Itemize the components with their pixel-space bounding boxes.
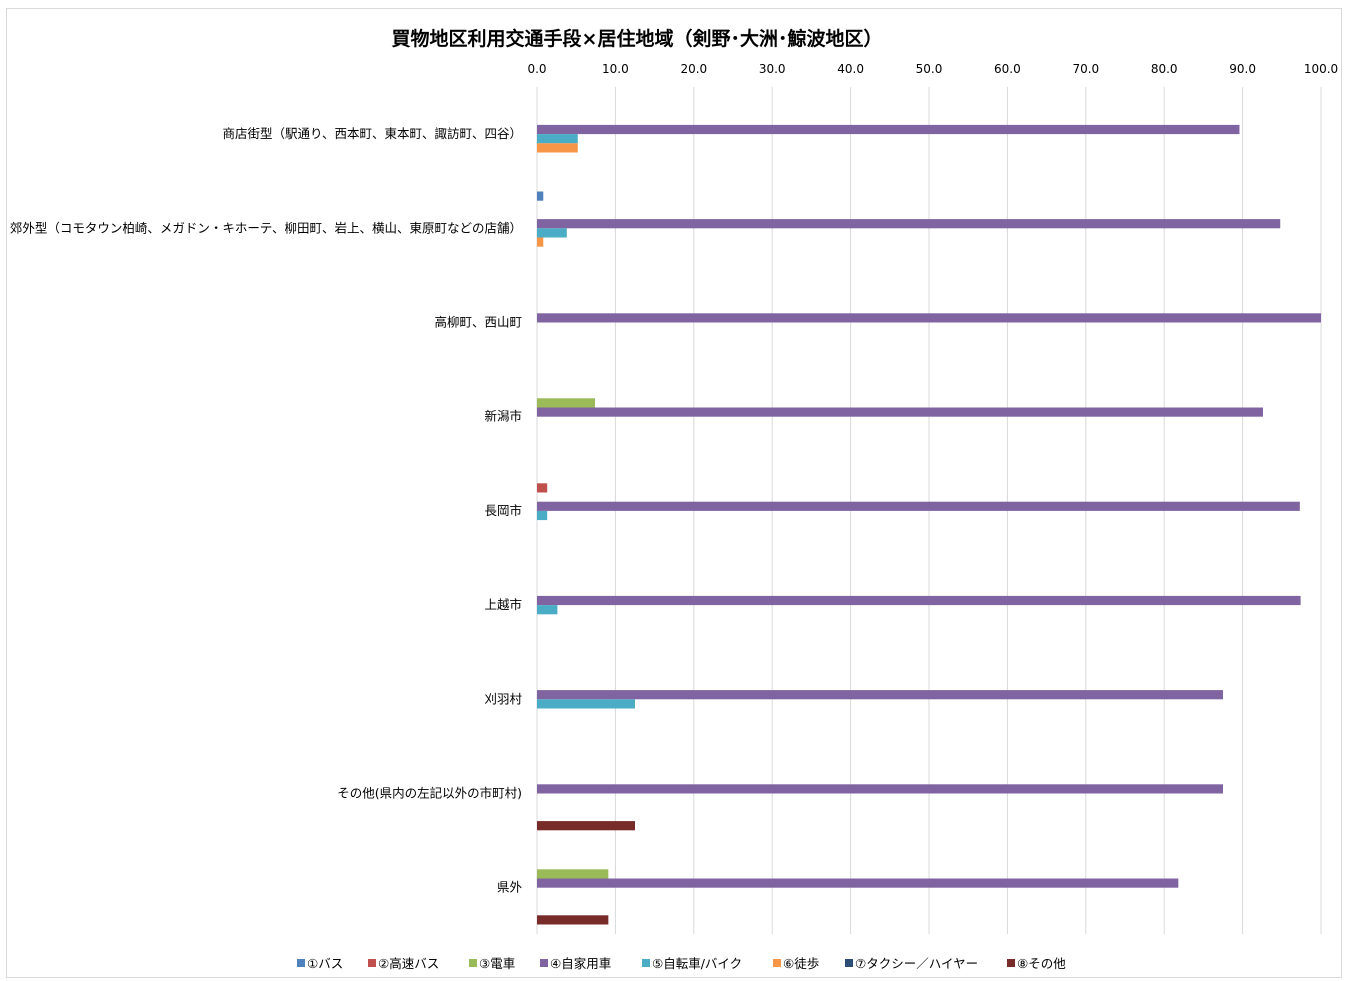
category-label: 県外 [497, 880, 523, 895]
bar [537, 134, 578, 144]
legend-swatch [773, 959, 781, 967]
x-tick-label: 100.0 [1304, 62, 1338, 76]
chart-frame [6, 8, 1342, 978]
category-label: 長岡市 [484, 503, 522, 518]
chart-title: 買物地区利用交通手段×居住地域（剣野･大洲･鯨波地区） [392, 27, 883, 50]
category-label: 上越市 [484, 597, 522, 612]
legend-label: ⑥徒歩 [783, 956, 819, 971]
bar [537, 915, 609, 925]
legend-label: ③電車 [479, 956, 515, 971]
legend-swatch [469, 959, 477, 967]
x-tick-label: 60.0 [994, 62, 1021, 76]
bar [537, 510, 548, 521]
legend-label: ⑦タクシー／ハイヤー [855, 956, 978, 971]
bar [537, 595, 1301, 606]
category-label: 新潟市 [484, 409, 522, 424]
bar [537, 501, 1300, 511]
bar [537, 219, 1281, 229]
legend-label: ①バス [307, 956, 343, 971]
legend-swatch [1007, 959, 1015, 967]
bar [537, 398, 596, 408]
category-label: 郊外型（コモタウン柏崎、メガドン・キホーテ、柳田町、岩上、横山、東原町などの店舗… [10, 220, 522, 235]
bar [537, 228, 567, 238]
category-label: 刈羽村 [484, 691, 522, 706]
bar [537, 690, 1223, 700]
category-labels: 商店街型（駅通り、西本町、東本町、諏訪町、四谷） 郊外型（コモタウン柏崎、メガドン… [10, 126, 523, 895]
x-tick-label: 80.0 [1151, 62, 1178, 76]
x-tick-label: 30.0 [759, 62, 786, 76]
x-tick-label: 70.0 [1072, 62, 1099, 76]
legend-swatch [540, 959, 548, 967]
x-tick-label: 40.0 [837, 62, 864, 76]
bar [537, 407, 1263, 417]
bar [537, 605, 558, 615]
legend-label: ④自家用車 [550, 956, 611, 971]
legend-swatch [368, 959, 376, 967]
category-label: 高柳町、西山町 [434, 315, 522, 330]
bar [537, 699, 635, 709]
bar [537, 483, 548, 493]
legend-swatch [845, 959, 853, 967]
category-label: 商店街型（駅通り、西本町、東本町、諏訪町、四谷） [222, 126, 522, 141]
x-tick-label: 20.0 [680, 62, 707, 76]
legend-label: ⑧その他 [1017, 956, 1066, 971]
legend-swatch [297, 959, 305, 967]
bar [537, 878, 1179, 888]
bar [537, 237, 544, 247]
legend-label: ⑤自転車/バイク [652, 956, 742, 971]
bar [537, 143, 578, 153]
bar [537, 124, 1240, 135]
bar [537, 313, 1321, 323]
bars [537, 124, 1321, 925]
category-label: その他(県内の左記以外の市町村) [337, 786, 522, 801]
legend-label: ②高速バス [378, 956, 439, 971]
x-tick-label: 50.0 [916, 62, 943, 76]
bar [537, 784, 1223, 794]
bar [537, 869, 609, 879]
x-axis-ticks: 0.0 10.0 20.0 30.0 40.0 50.0 60.0 70.0 80.0 90.0 1… [527, 62, 1338, 76]
bar [537, 821, 635, 831]
x-tick-label: 0.0 [527, 62, 546, 76]
x-tick-label: 10.0 [602, 62, 629, 76]
x-tick-label: 90.0 [1229, 62, 1256, 76]
legend: ①バス ②高速バス ③電車 ④自家用車 ⑤自転車/バイク ⑥徒歩 ⑦タクシー／ハイヤー ⑧その… [297, 956, 1066, 971]
bar [537, 191, 544, 201]
legend-swatch [642, 959, 650, 967]
